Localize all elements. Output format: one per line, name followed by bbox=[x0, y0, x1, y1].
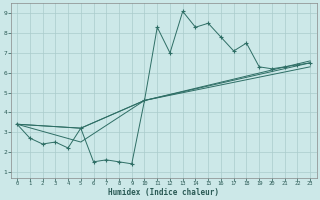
X-axis label: Humidex (Indice chaleur): Humidex (Indice chaleur) bbox=[108, 188, 219, 197]
